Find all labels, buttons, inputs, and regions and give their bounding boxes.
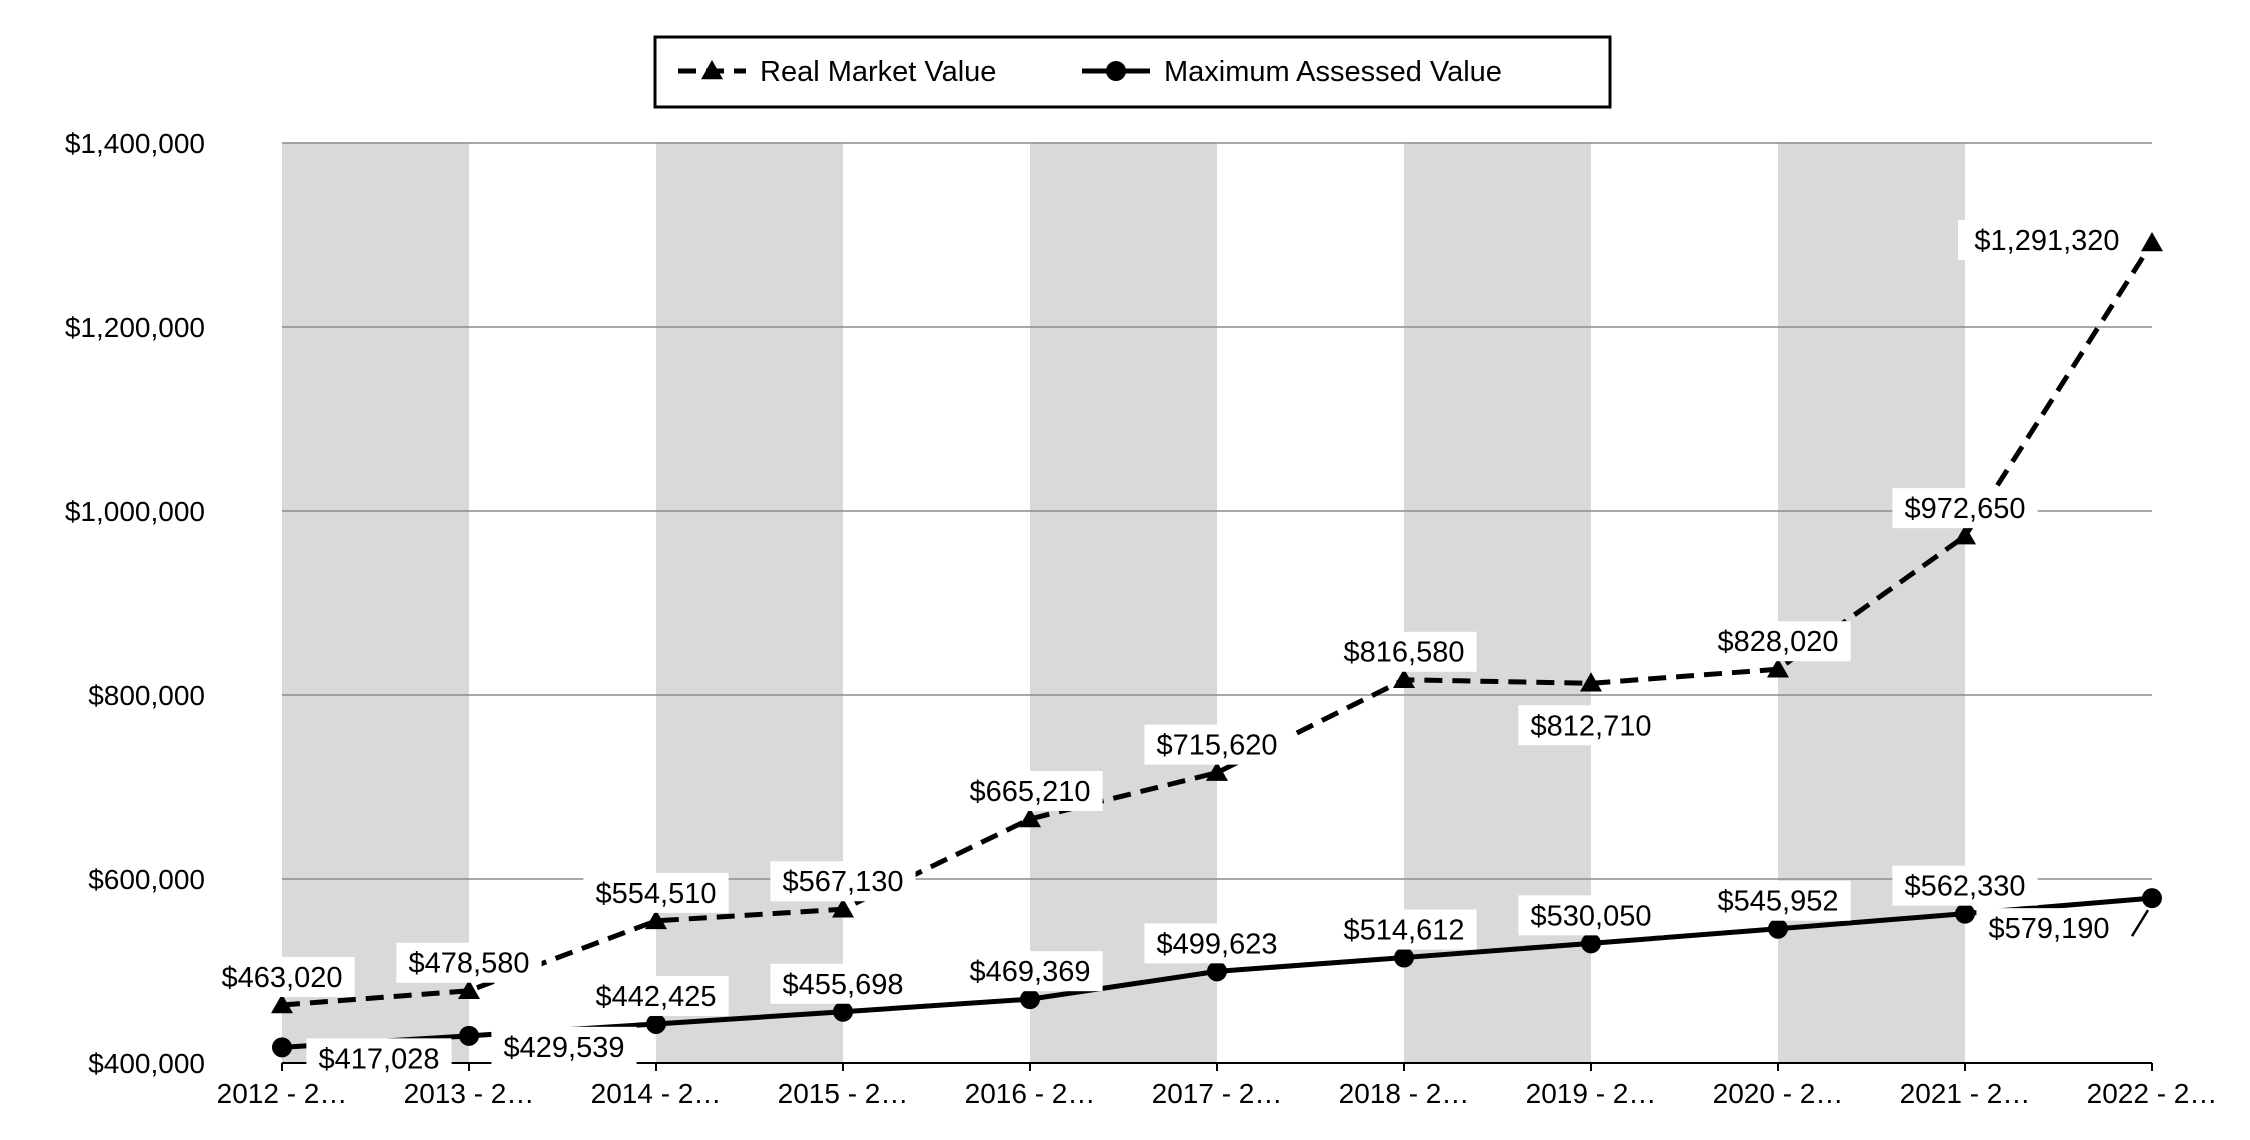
data-label-bg: [1331, 631, 1477, 672]
mav-marker-8: [1768, 918, 1788, 939]
data-label-bg: [306, 1038, 452, 1079]
data-label-bg: [209, 957, 355, 998]
rmv-marker-8: [1767, 658, 1789, 678]
mav-marker-5: [1207, 961, 1227, 982]
mav-marker-9: [1955, 903, 1975, 924]
y-tick-label: $1,000,000: [65, 496, 205, 527]
data-label-bg: [770, 963, 916, 1004]
data-label: $463,020: [222, 962, 343, 994]
data-label: $812,710: [1531, 710, 1652, 742]
rmv-marker-5: [1206, 761, 1228, 781]
data-label: $579,190: [1989, 913, 2110, 945]
legend-label-maximum-assessed-value: Maximum Assessed Value: [1164, 56, 1502, 88]
data-label: $545,952: [1718, 886, 1839, 918]
mav-marker-6: [1394, 947, 1414, 968]
rmv-marker-1: [458, 979, 480, 999]
legend: Real Market Value Maximum Assessed Value: [653, 35, 1612, 109]
y-tick-label: $1,400,000: [65, 128, 205, 159]
y-tick-label: $400,000: [88, 1048, 205, 1079]
data-label-bg: [1331, 909, 1477, 950]
y-tick-label: $1,200,000: [65, 312, 205, 343]
legend-triangle-icon: [701, 60, 723, 80]
axes: 2012 - 2… 2013 - 2… 2014 - 2… 2015 - 2… 2016…: [217, 1062, 2218, 1109]
data-label-bg: [1705, 621, 1851, 662]
data-label: $715,620: [1157, 730, 1278, 762]
rmv-marker-7: [1580, 672, 1602, 692]
data-label-bg: [1976, 908, 2122, 949]
data-label: $514,612: [1344, 915, 1465, 947]
data-label-bg: [770, 861, 916, 902]
band-0: [282, 143, 469, 1063]
background-bands: [282, 143, 1965, 1063]
data-label: $417,028: [319, 1043, 440, 1075]
data-label-bg: [1144, 923, 1290, 964]
data-label-bg: [1144, 724, 1290, 765]
rmv-marker-0: [271, 994, 293, 1014]
rmv-marker-6: [1393, 668, 1415, 688]
data-label: $554,510: [596, 878, 717, 910]
mav-marker-4: [1020, 989, 1040, 1010]
data-label-bg: [1958, 219, 2136, 260]
data-label-bg: [583, 872, 729, 913]
x-tick-label: 2021 - 2…: [1900, 1078, 2031, 1109]
x-tick-label: 2012 - 2…: [217, 1078, 348, 1109]
data-label: $455,698: [783, 969, 904, 1001]
mav-marker-7: [1581, 933, 1601, 954]
mav-marker-3: [833, 1001, 853, 1022]
x-tick-label: 2016 - 2…: [965, 1078, 1096, 1109]
mav-marker-10: [2142, 888, 2162, 909]
data-label: $562,330: [1905, 871, 2026, 903]
legend-circle-icon: [1106, 61, 1126, 81]
y-tick-label: $600,000: [88, 864, 205, 895]
band-4: [1030, 143, 1217, 1063]
data-label: $816,580: [1344, 637, 1465, 669]
x-tick-label: 2014 - 2…: [591, 1078, 722, 1109]
band-2: [656, 143, 843, 1063]
mav-marker-1: [459, 1025, 479, 1046]
x-tick-label: 2019 - 2…: [1526, 1078, 1657, 1109]
data-label: $478,580: [409, 948, 530, 980]
x-tick-label: 2015 - 2…: [778, 1078, 909, 1109]
y-tick-label: $800,000: [88, 680, 205, 711]
data-label-bg: [1518, 895, 1664, 936]
data-label-bg: [491, 1026, 637, 1067]
data-label: $665,210: [970, 776, 1091, 808]
data-label: $442,425: [596, 981, 717, 1013]
data-label-bg: [957, 771, 1103, 812]
rmv-marker-4: [1019, 808, 1041, 828]
legend-label-real-market-value: Real Market Value: [760, 56, 996, 88]
mav-marker-0: [272, 1037, 292, 1058]
gridlines: $400,000 $600,000 $800,000 $1,000,000 $1,200…: [65, 128, 2152, 1079]
data-label-bg: [957, 951, 1103, 992]
data-label-bg: [1518, 705, 1664, 746]
data-label-bg: [1892, 488, 2038, 529]
data-label: $972,650: [1905, 493, 2026, 525]
data-label: $429,539: [504, 1032, 625, 1064]
rmv-marker-9: [1954, 525, 1976, 545]
data-label: $530,050: [1531, 900, 1652, 932]
data-label: $1,291,320: [1974, 225, 2119, 257]
x-tick-label: 2017 - 2…: [1152, 1078, 1283, 1109]
data-label-bg: [1705, 880, 1851, 921]
data-label: $828,020: [1718, 626, 1839, 658]
data-label-bg: [583, 975, 729, 1016]
rmv-marker-2: [645, 909, 667, 930]
data-label: $567,130: [783, 866, 904, 898]
data-label: $469,369: [970, 956, 1091, 988]
data-label-bg: [396, 942, 542, 983]
x-tick-label: 2018 - 2…: [1339, 1078, 1470, 1109]
rmv-marker-10: [2141, 231, 2163, 252]
data-label: $499,623: [1157, 928, 1278, 960]
mav-marker-2: [646, 1013, 666, 1034]
leader-line: [2130, 909, 2150, 937]
data-labels: $463,020 $478,580 $554,510 $567,130 $665,210…: [209, 219, 2150, 1079]
rmv-marker-3: [832, 898, 854, 918]
data-label-bg: [1892, 865, 2038, 906]
x-tick-label: 2020 - 2…: [1713, 1078, 1844, 1109]
x-tick-label: 2013 - 2…: [404, 1078, 535, 1109]
x-tick-label: 2022 - 2…: [2087, 1078, 2218, 1109]
